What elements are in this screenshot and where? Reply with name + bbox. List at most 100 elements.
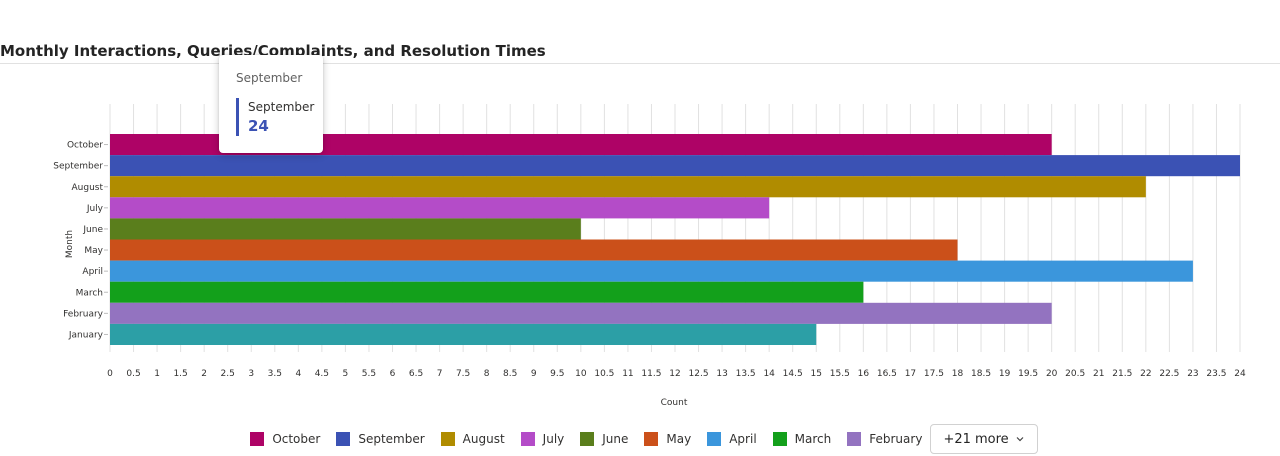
y-tick-label: August: [72, 183, 104, 193]
legend-more-button[interactable]: +21 more: [930, 424, 1038, 454]
legend-swatch: [520, 432, 535, 446]
x-tick-label: 17.5: [924, 369, 944, 379]
x-tick-label: 20.5: [1065, 369, 1085, 379]
y-axis-title: Month: [65, 230, 75, 258]
x-tick-label: 0.5: [126, 369, 140, 379]
x-tick-label: 3.5: [268, 369, 282, 379]
x-tick-label: 1.5: [173, 369, 187, 379]
y-tick-label: October: [67, 141, 103, 151]
legend-item[interactable]: May: [644, 432, 691, 446]
x-tick-label: 12: [669, 369, 680, 379]
legend-item[interactable]: August: [440, 432, 505, 446]
legend-swatch: [250, 432, 265, 446]
x-tick-label: 16.5: [877, 369, 897, 379]
y-tick-label: February: [63, 309, 104, 319]
legend-item[interactable]: October: [250, 432, 320, 446]
x-tick-label: 2.5: [221, 369, 235, 379]
y-tick-label: September: [53, 162, 103, 172]
bar[interactable]: [110, 176, 1146, 198]
x-tick-label: 9: [531, 369, 537, 379]
bar-chart: 0 0.5 1 1.5 2 2.5 3 3.5 4 4.5 5 5.5 6 6.5 7 7.5 8 8.5 9 9.5…: [53, 104, 1246, 408]
y-tick-label: January: [68, 330, 104, 340]
y-tick-label: May: [84, 246, 103, 256]
bar[interactable]: [110, 239, 958, 261]
chart-tooltip: September September 24: [219, 55, 323, 153]
x-tick-label: 19.5: [1018, 369, 1038, 379]
legend-label: October: [272, 432, 321, 446]
legend-label: September: [358, 432, 425, 446]
x-tick-label: 21: [1093, 369, 1104, 379]
x-tick-label: 24: [1234, 369, 1246, 379]
bar[interactable]: [110, 155, 1240, 177]
bar[interactable]: [110, 281, 864, 303]
x-tick-label: 19: [999, 369, 1011, 379]
x-tick-label: 11: [622, 369, 633, 379]
x-tick-label: 6: [390, 369, 396, 379]
legend-label: July: [542, 432, 565, 446]
tooltip-header: September: [236, 71, 303, 85]
x-tick-label: 21.5: [1112, 369, 1132, 379]
legend-item[interactable]: July: [520, 432, 565, 446]
legend-label: May: [666, 432, 692, 446]
legend-swatch: [336, 432, 351, 446]
legend-item[interactable]: September: [336, 432, 425, 446]
x-tick-label: 12.5: [689, 369, 709, 379]
legend-item[interactable]: June: [580, 432, 628, 446]
x-tick-label: 18.5: [971, 369, 991, 379]
y-tick-label: April: [82, 267, 103, 277]
x-tick-label: 16: [858, 369, 870, 379]
tooltip-series-label: September: [248, 100, 315, 114]
legend-item[interactable]: April: [707, 432, 757, 446]
x-tick-label: 15: [811, 369, 822, 379]
y-tick-label: March: [76, 288, 103, 298]
legend-swatch: [580, 432, 595, 446]
x-tick-label: 5: [343, 369, 349, 379]
bar[interactable]: [110, 197, 770, 219]
legend-more-label: +21 more: [943, 431, 1009, 447]
x-tick-label: 8.5: [503, 369, 517, 379]
x-tick-label: 17: [905, 369, 916, 379]
legend-swatch: [707, 432, 722, 446]
x-tick-label: 13.5: [736, 369, 756, 379]
x-tick-label: 10.5: [594, 369, 614, 379]
legend-swatch: [440, 432, 455, 446]
x-tick-label: 18: [952, 369, 964, 379]
legend-swatch: [847, 432, 862, 446]
bar[interactable]: [110, 323, 817, 345]
x-tick-label: 1: [154, 369, 160, 379]
bar[interactable]: [110, 134, 1052, 156]
chevron-down-icon: [1016, 437, 1024, 442]
legend-label: August: [462, 432, 505, 446]
x-tick-label: 9.5: [550, 369, 564, 379]
legend-label: March: [794, 432, 832, 446]
x-tick-label: 5.5: [362, 369, 376, 379]
x-tick-label: 11.5: [641, 369, 661, 379]
x-tick-label: 7: [437, 369, 443, 379]
x-tick-label: 4.5: [315, 369, 329, 379]
legend-label: June: [602, 432, 629, 446]
x-tick-label: 15.5: [830, 369, 850, 379]
chart-title: Monthly Interactions, Queries/Complaints…: [0, 42, 546, 60]
bar[interactable]: [110, 260, 1193, 282]
x-tick-label: 13: [716, 369, 727, 379]
legend-swatch: [772, 432, 787, 446]
title-divider: [0, 63, 1280, 64]
legend-label: April: [729, 432, 757, 446]
bar[interactable]: [110, 218, 581, 240]
x-tick-label: 14.5: [783, 369, 803, 379]
x-axis-title: Count: [661, 398, 688, 408]
x-tick-label: 20: [1046, 369, 1058, 379]
x-tick-label: 23.5: [1206, 369, 1226, 379]
legend-label: February: [869, 432, 923, 446]
x-tick-label: 14: [763, 369, 775, 379]
bar[interactable]: [110, 302, 1052, 324]
legend-item[interactable]: March: [772, 432, 832, 446]
x-tick-label: 4: [295, 369, 301, 379]
x-tick-label: 8: [484, 369, 490, 379]
x-tick-label: 3: [248, 369, 254, 379]
y-tick-label: July: [86, 204, 104, 214]
x-tick-label: 0: [107, 369, 113, 379]
x-tick-label: 6.5: [409, 369, 423, 379]
legend-swatch: [644, 432, 659, 446]
legend-item[interactable]: February: [847, 432, 922, 446]
